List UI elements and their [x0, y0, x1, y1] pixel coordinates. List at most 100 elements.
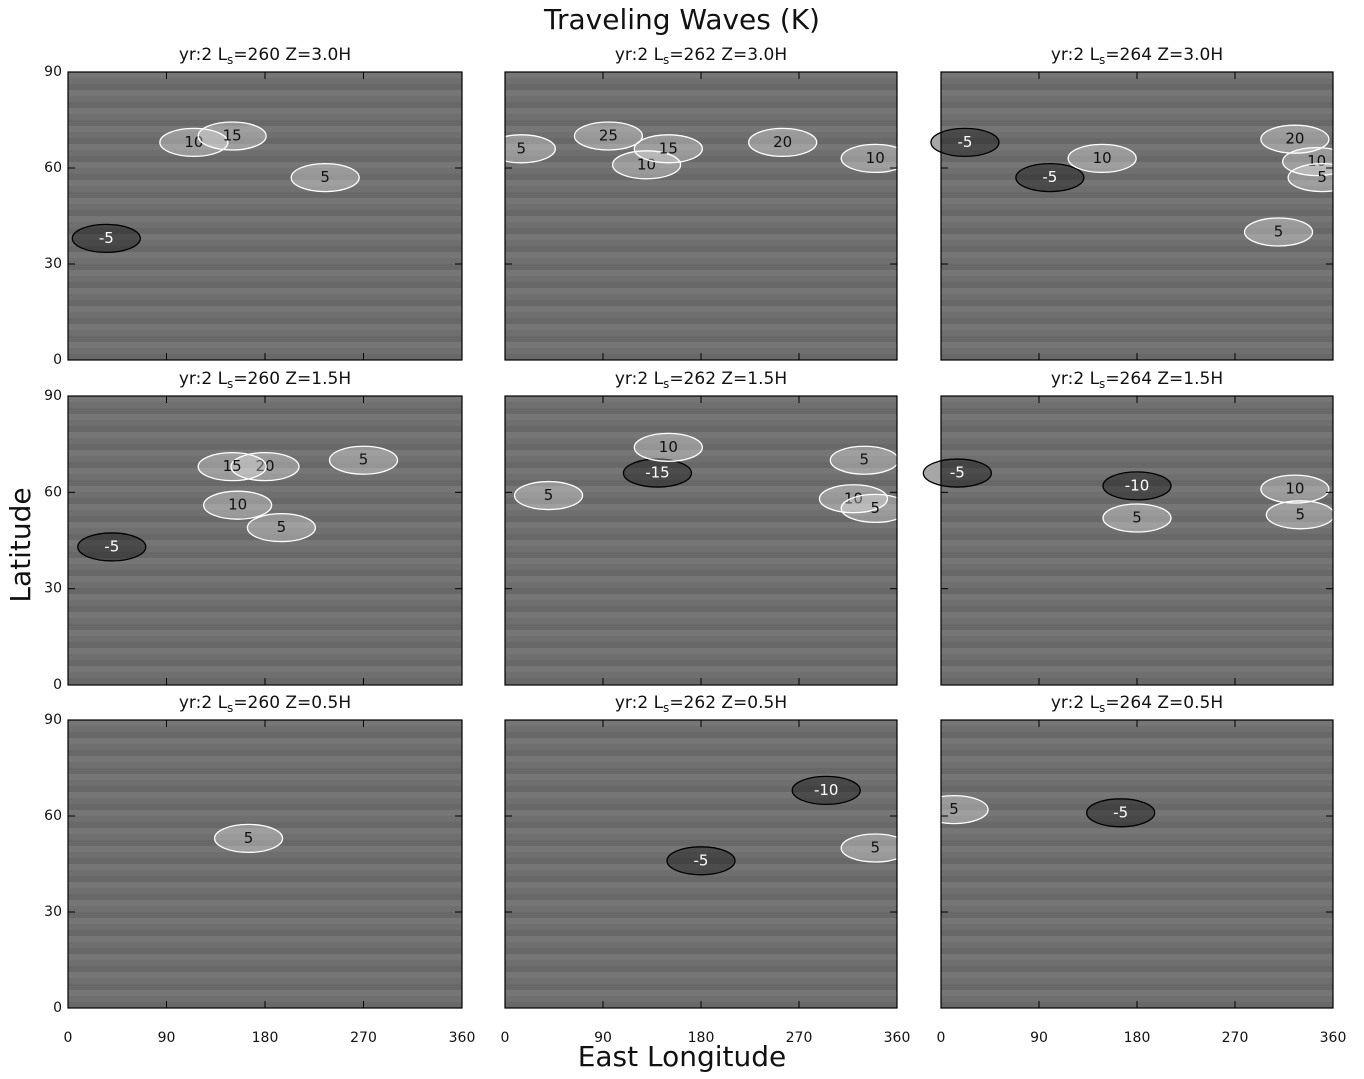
x-tick-label: 270 — [350, 1030, 377, 1046]
contour-label: 10 — [1093, 149, 1112, 167]
y-tick-label: 0 — [53, 352, 62, 368]
contour-label: 5 — [1317, 168, 1327, 186]
contour-line — [197, 451, 267, 482]
x-tick-label: 90 — [158, 1030, 176, 1046]
contour-label: 5 — [870, 839, 880, 857]
panel-title: yr:2 Ls=262 Z=3.0H — [615, 45, 787, 67]
title-subscript: s — [663, 53, 669, 67]
contour-label: 5 — [860, 451, 870, 469]
contour-line — [1265, 500, 1335, 530]
title-text: yr:2 L — [1051, 369, 1100, 389]
panel-title: yr:2 Ls=264 Z=0.5H — [1051, 693, 1223, 715]
contour-label: 10 — [866, 149, 885, 167]
y-tick-label: 90 — [44, 64, 62, 80]
contour-line — [633, 134, 703, 164]
x-tick-label: 180 — [1124, 1030, 1151, 1046]
contour-label: -5 — [1042, 168, 1057, 186]
contour-line — [1067, 143, 1137, 174]
plot-background — [505, 396, 897, 685]
contour-label: -5 — [99, 229, 114, 247]
panel-title: yr:2 Ls=262 Z=0.5H — [615, 693, 787, 715]
title-text: yr:2 L — [1051, 693, 1100, 713]
panel-title: yr:2 Ls=260 Z=3.0H — [179, 45, 351, 67]
contour-line — [930, 127, 1000, 158]
contour-label: 5 — [1296, 505, 1306, 523]
title-text: =260 Z=3.0H — [233, 45, 351, 65]
title-text: =262 Z=0.5H — [669, 693, 787, 713]
title-subscript: s — [227, 377, 233, 391]
title-subscript: s — [1099, 53, 1105, 67]
plot-background — [941, 72, 1333, 360]
contour-label: 5 — [517, 139, 527, 157]
contour-line — [290, 162, 360, 193]
title-text: =260 Z=1.5H — [233, 369, 351, 389]
y-tick-label: 30 — [44, 904, 62, 920]
panel-title: yr:2 Ls=264 Z=1.5H — [1051, 369, 1223, 391]
panel-title: yr:2 Ls=264 Z=3.0H — [1051, 45, 1223, 67]
y-tick-label: 60 — [44, 160, 62, 176]
title-text: =264 Z=0.5H — [1105, 693, 1223, 713]
contour-label: 5 — [1132, 509, 1142, 527]
title-text: yr:2 L — [615, 369, 664, 389]
x-tick-label: 360 — [884, 1030, 911, 1046]
contour-line — [622, 458, 693, 488]
y-tick-label: 60 — [44, 484, 62, 500]
title-text: =262 Z=3.0H — [669, 45, 787, 65]
contour-line — [840, 493, 910, 524]
contour-label: -5 — [957, 133, 972, 151]
contour-line — [1102, 503, 1172, 533]
plot-background — [505, 720, 897, 1008]
figure-title: Traveling Waves (K) — [543, 3, 820, 36]
contour-line — [829, 445, 899, 475]
contour-line — [202, 490, 273, 520]
x-tick-label: 180 — [252, 1030, 279, 1046]
title-text: yr:2 L — [615, 45, 664, 65]
y-tick-label: 90 — [44, 388, 62, 404]
plot-background — [68, 720, 462, 1008]
contour-line — [1260, 124, 1330, 154]
contour-label: 10 — [637, 155, 656, 173]
plot-background — [941, 396, 1333, 685]
contour-line — [922, 458, 992, 488]
plot-background — [68, 72, 462, 360]
title-text: yr:2 L — [179, 45, 228, 65]
contour-label: 5 — [320, 168, 330, 186]
contour-label: -5 — [950, 464, 965, 482]
contour-line — [1086, 798, 1156, 828]
contour-line — [666, 846, 736, 876]
title-subscript: s — [663, 701, 669, 715]
plot-background — [505, 72, 897, 360]
title-text: =262 Z=1.5H — [669, 369, 787, 389]
x-tick-label: 180 — [688, 1030, 715, 1046]
panel: yr:2 Ls=262 Z=3.0H 25 10 20 10 5 15 — [486, 45, 910, 361]
title-subscript: s — [663, 377, 669, 391]
title-text: =264 Z=3.0H — [1105, 45, 1223, 65]
panel-title: yr:2 Ls=260 Z=1.5H — [179, 369, 351, 391]
panel: yr:2 Ls=260 Z=1.5H 20 15 10 5 -5 5 0 30 60 90 — [44, 369, 463, 693]
title-subscript: s — [227, 53, 233, 67]
contour-line — [1287, 162, 1357, 193]
contour-line — [246, 513, 317, 543]
title-text: yr:2 L — [179, 369, 228, 389]
panel-title: yr:2 Ls=262 Z=1.5H — [615, 369, 787, 391]
title-text: =260 Z=0.5H — [233, 693, 351, 713]
contour-line — [1015, 162, 1085, 193]
contour-line — [213, 823, 284, 854]
contour-label: 15 — [223, 457, 242, 475]
contour-line — [486, 134, 556, 164]
panel: yr:2 Ls=264 Z=0.5H 5 -5 0 90 180 270 360 — [919, 693, 1346, 1046]
contour-label: 20 — [255, 457, 274, 475]
contour-label: 5 — [277, 518, 287, 536]
contour-label: -15 — [645, 464, 670, 482]
contour-label: -5 — [1113, 803, 1128, 821]
contour-line — [1282, 146, 1352, 177]
contour-label: 20 — [1285, 130, 1304, 148]
contour-line — [791, 775, 861, 806]
x-axis-label: East Longitude — [578, 1040, 787, 1073]
contour-line — [197, 121, 267, 151]
contour-line — [818, 484, 889, 514]
title-subscript: s — [1099, 377, 1105, 391]
contour-label: 10 — [228, 496, 247, 514]
